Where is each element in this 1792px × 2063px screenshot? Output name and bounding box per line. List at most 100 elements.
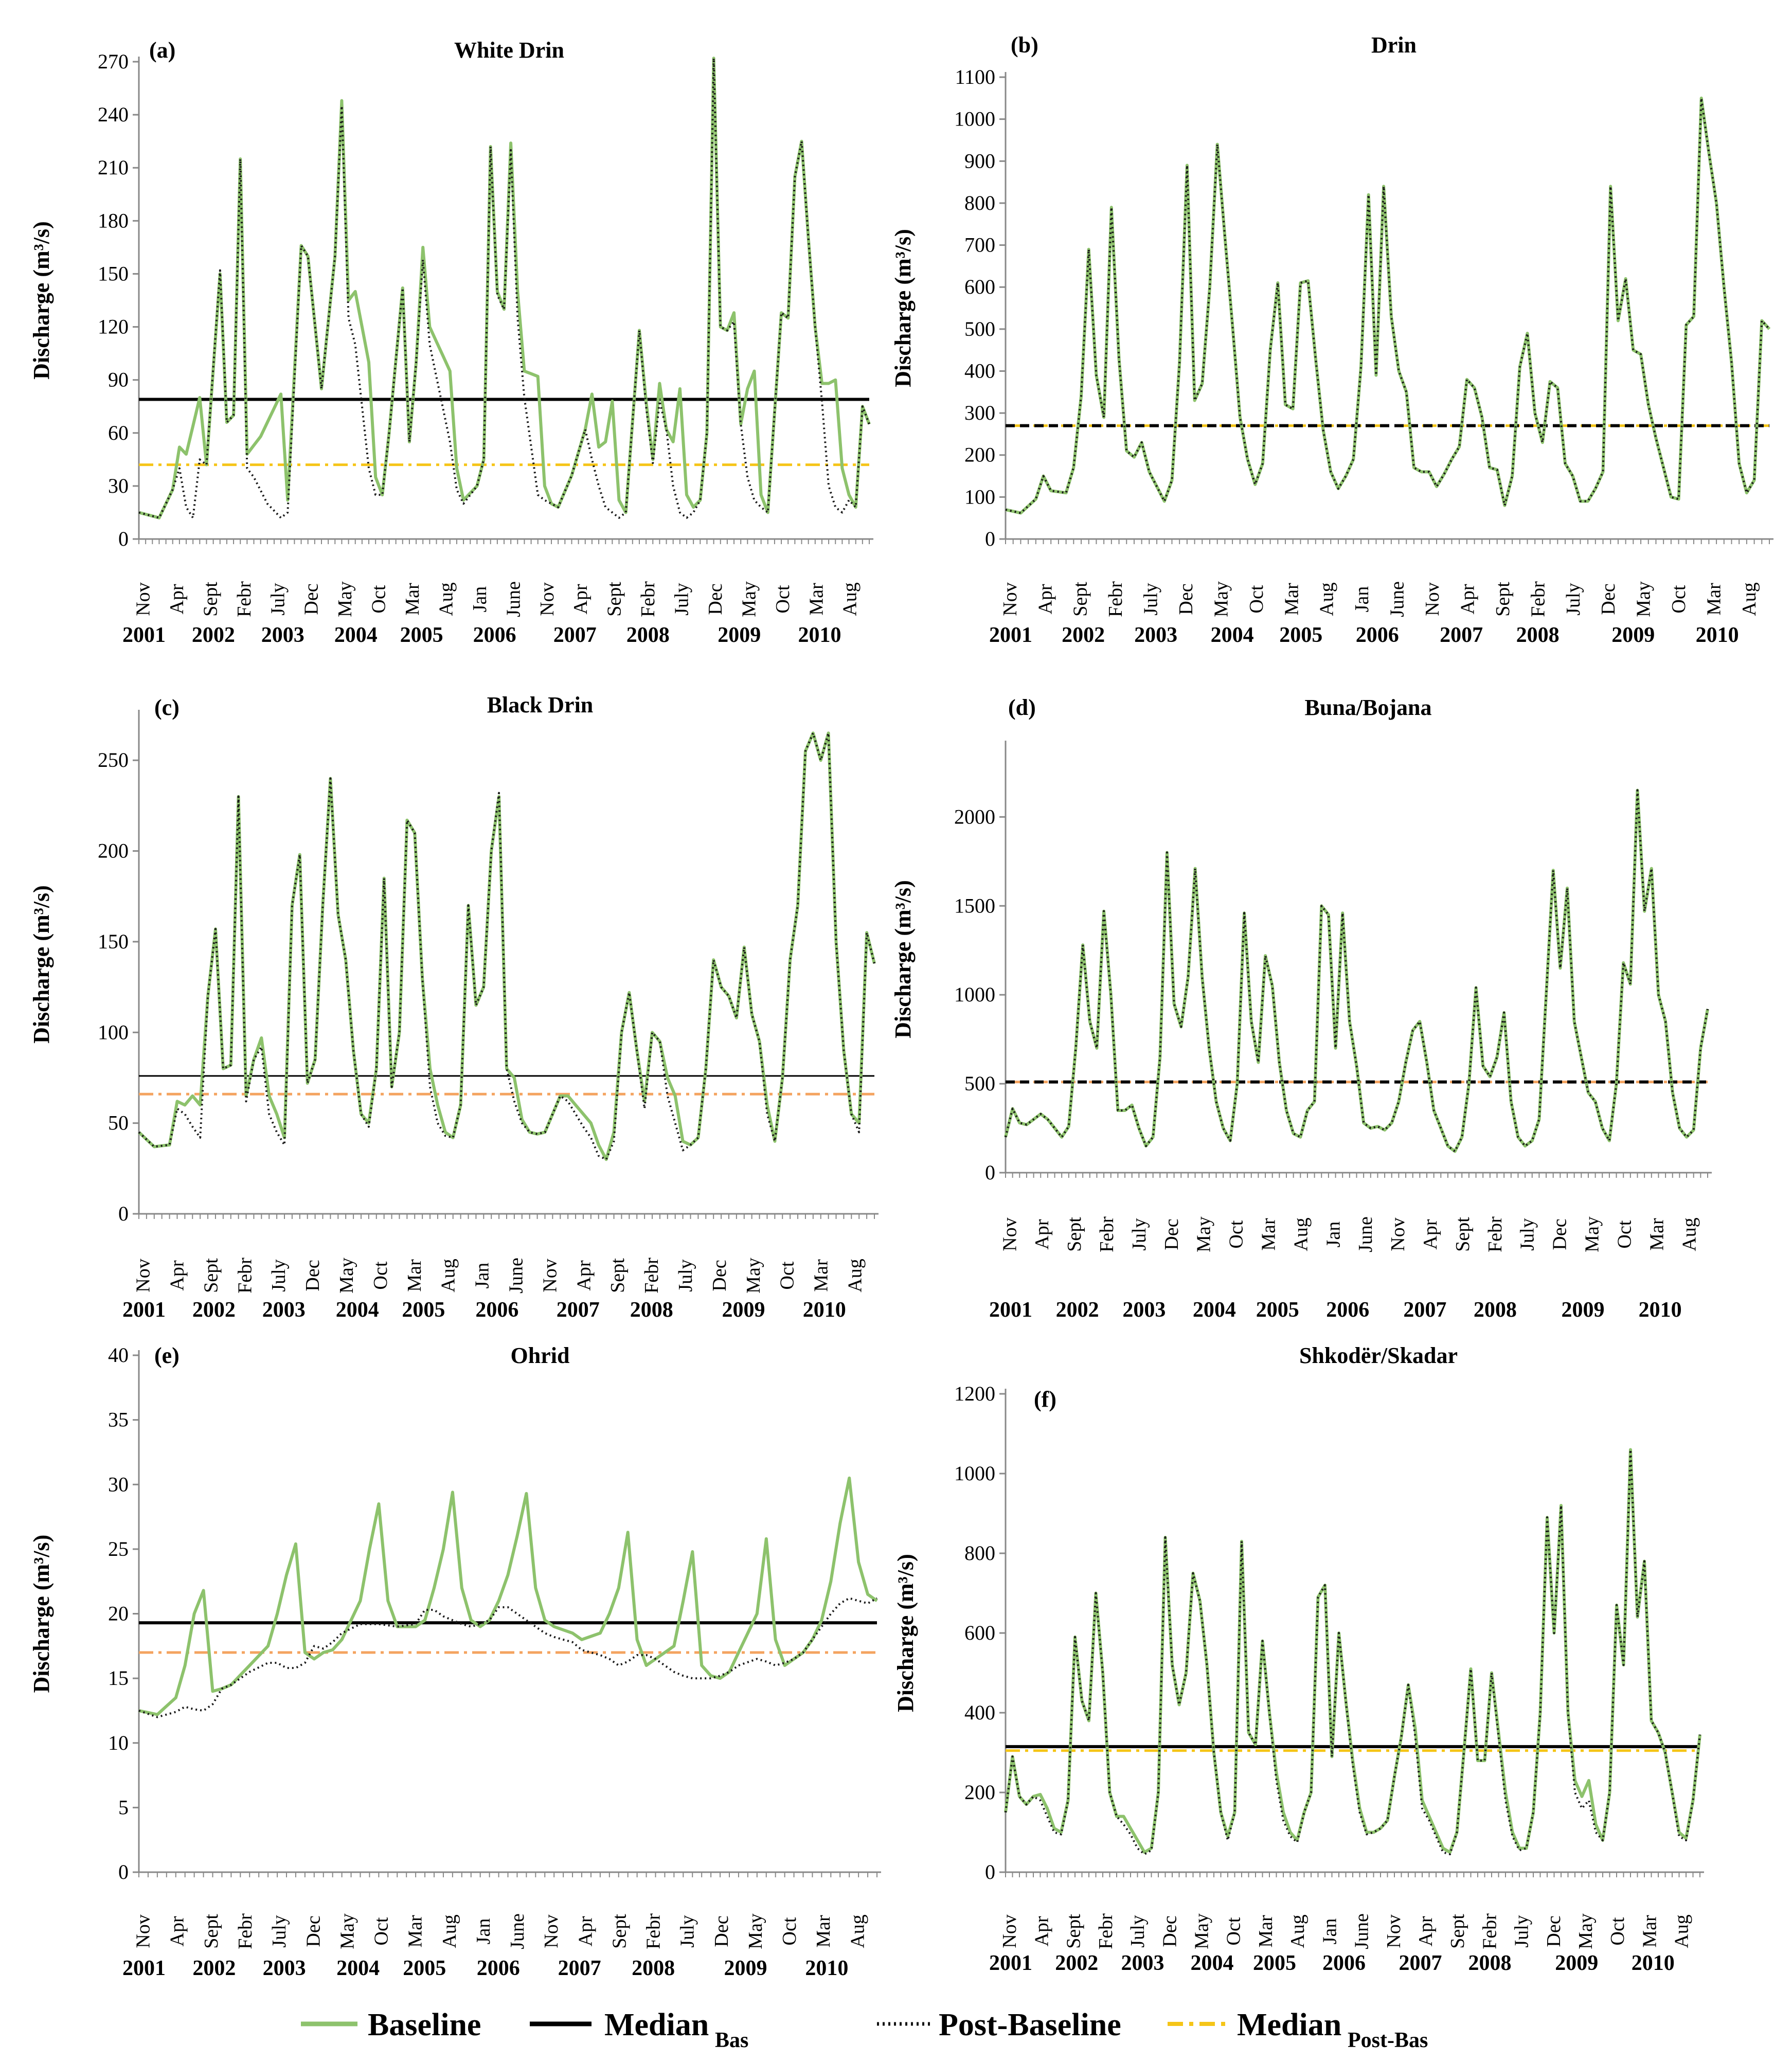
year-label: 2009 xyxy=(1561,1298,1604,1322)
y-tick-label: 300 xyxy=(964,401,995,424)
year-label: 2004 xyxy=(336,1298,379,1322)
x-tick-label: Dec xyxy=(1549,1218,1571,1250)
y-tick-label: 200 xyxy=(964,1781,995,1804)
panel-label: (f) xyxy=(1034,1387,1056,1412)
x-tick-label: Dec xyxy=(302,1260,324,1291)
x-tick-label: Mar xyxy=(404,1259,425,1292)
year-label: 2008 xyxy=(1516,623,1560,647)
y-tick-label: 10 xyxy=(108,1731,129,1754)
x-tick-label: Aug xyxy=(1287,1914,1309,1948)
x-tick-label: Mar xyxy=(805,583,827,616)
y-tick-label: 400 xyxy=(964,1701,995,1724)
y-tick-label: 600 xyxy=(964,275,995,298)
x-tick-label: Apr xyxy=(573,1260,595,1290)
x-tick-label: May xyxy=(1582,1216,1603,1252)
year-label: 2009 xyxy=(722,1298,765,1322)
x-tick-label: Febr xyxy=(637,581,659,617)
x-tick-label: Apr xyxy=(1031,1219,1053,1249)
x-tick-label: Apr xyxy=(166,584,188,614)
x-tick-label: Febr xyxy=(235,1913,256,1949)
baseline-series-line xyxy=(1004,788,1709,1153)
x-tick-label: June xyxy=(1355,1216,1376,1252)
y-tick-label: 240 xyxy=(98,103,129,126)
year-label: 2001 xyxy=(122,1957,166,1980)
x-tick-label: Aug xyxy=(1316,582,1338,616)
chart-panel-c: 0 50 100 150 200 250 Nov Apr Sept Febr July Dec May O… xyxy=(29,692,879,1322)
x-tick-label: Sept xyxy=(200,582,221,617)
year-label: 2005 xyxy=(403,1957,446,1980)
year-label: 2001 xyxy=(122,1298,166,1322)
y-tick-label: 15 xyxy=(108,1666,129,1690)
y-tick-label: 30 xyxy=(108,1473,129,1496)
year-label: 2008 xyxy=(626,623,670,647)
x-tick-label: Oct xyxy=(779,1917,800,1945)
x-tick-label: Sept xyxy=(608,1914,630,1949)
x-tick-label: July xyxy=(677,1915,698,1947)
baseline-series-line xyxy=(137,731,876,1161)
year-label: 2010 xyxy=(803,1298,846,1322)
x-tick-label: Apr xyxy=(166,1260,188,1290)
x-tick-label: Apr xyxy=(1457,584,1478,614)
panel-label: (d) xyxy=(1008,695,1036,720)
x-tick-label: May xyxy=(1633,581,1655,617)
x-tick-label: Dec xyxy=(1598,583,1619,615)
y-tick-label: 1200 xyxy=(954,1382,995,1405)
x-tick-label: June xyxy=(1351,1913,1373,1949)
chart-panel-d: 0 500 1000 1500 2000 Nov Apr Sept Febr July Dec May… xyxy=(890,695,1712,1322)
x-tick-label: Febr xyxy=(1096,1216,1118,1252)
x-tick-label: Nov xyxy=(999,1914,1020,1948)
legend-median-post-label: Median xyxy=(1237,2007,1341,2042)
x-tick-label: Mar xyxy=(1704,583,1725,616)
year-label: 2006 xyxy=(1322,1951,1366,1975)
x-tick-label: Dec xyxy=(1543,1915,1565,1947)
y-tick-label: 0 xyxy=(985,1860,995,1883)
x-tick-label: July xyxy=(1140,583,1162,615)
year-label: 2008 xyxy=(630,1298,673,1322)
x-tick-label: Apr xyxy=(570,584,592,614)
x-tick-label: July xyxy=(268,1259,290,1291)
x-tick-label: Nov xyxy=(1422,582,1443,616)
y-tick-label: 800 xyxy=(964,1541,995,1565)
x-tick-label: Nov xyxy=(1383,1914,1405,1948)
x-tick-label: May xyxy=(336,1258,357,1294)
x-tick-label: Sept xyxy=(200,1258,222,1293)
year-label: 2005 xyxy=(1256,1298,1299,1322)
year-label: 2004 xyxy=(336,1957,380,1980)
x-tick-label: Apr xyxy=(1031,1916,1052,1946)
x-tick-label: Jan xyxy=(1322,1222,1344,1248)
y-tick-label: 1000 xyxy=(954,1462,995,1485)
x-tick-label: Oct xyxy=(368,585,390,613)
year-label: 2002 xyxy=(192,623,235,647)
x-tick-label: Aug xyxy=(839,582,861,616)
x-tick-label: Nov xyxy=(1387,1217,1409,1251)
year-label: 2003 xyxy=(1122,1298,1166,1322)
y-axis-label: Discharge (m³/s) xyxy=(890,229,916,387)
x-tick-label: Sept xyxy=(604,582,625,617)
x-tick-label: Febr xyxy=(1479,1913,1500,1949)
y-tick-label: 25 xyxy=(108,1537,129,1560)
y-tick-label: 90 xyxy=(108,368,129,391)
x-tick-label: Mar xyxy=(1258,1218,1280,1251)
y-tick-label: 200 xyxy=(98,839,129,863)
chart-title: Buna/Bojana xyxy=(1305,695,1432,720)
chart-title: White Drin xyxy=(454,38,564,63)
x-tick-label: May xyxy=(1575,1913,1597,1949)
x-tick-label: Febr xyxy=(234,581,255,617)
year-label: 2008 xyxy=(1468,1951,1512,1975)
year-label: 2002 xyxy=(1055,1951,1098,1975)
year-label: 2003 xyxy=(262,1298,306,1322)
x-tick-label: July xyxy=(1128,1218,1150,1250)
x-tick-label: July xyxy=(1563,583,1584,615)
x-tick-label: Aug xyxy=(1678,1217,1700,1251)
chart-panel-b: 0 100 200 300 400 500 600 700 800 900 1000 1100 Nov A… xyxy=(890,32,1773,647)
x-tick-label: Jan xyxy=(473,1918,494,1945)
year-label: 2002 xyxy=(192,1298,236,1322)
year-label: 2006 xyxy=(1356,623,1399,647)
year-label: 2003 xyxy=(1121,1951,1164,1975)
y-axis-label: Discharge (m³/s) xyxy=(29,221,54,380)
year-label: 2007 xyxy=(1399,1951,1442,1975)
x-tick-label: Nov xyxy=(133,1259,154,1292)
year-label: 2004 xyxy=(1193,1298,1236,1322)
y-tick-label: 500 xyxy=(964,317,995,340)
x-tick-label: Febr xyxy=(234,1258,256,1294)
